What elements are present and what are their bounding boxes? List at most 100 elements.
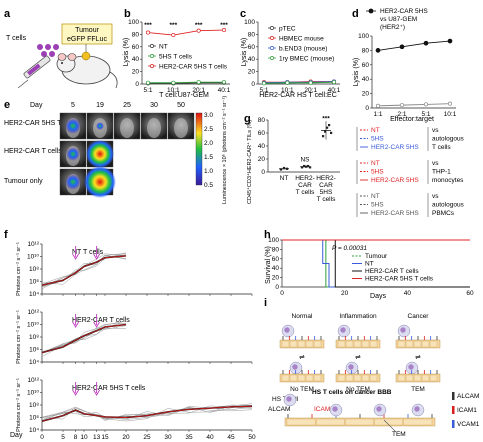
panel-h-ytick-label: 40 — [272, 265, 280, 272]
panel-f-xtick-label: 25 — [143, 434, 151, 441]
panel-h-legend-label: Tumour — [365, 253, 388, 260]
panel-f-mean-trace — [41, 405, 253, 422]
panel-b-legend-5hs: 5HS T cells — [159, 54, 193, 61]
panel-e-day: 50 — [177, 102, 185, 109]
d-point — [375, 103, 381, 108]
panel-f-xtick-label: 20 — [122, 434, 130, 441]
panel-g-point — [322, 135, 325, 138]
injection-arrow-head — [93, 253, 100, 260]
panel-b-letter: b — [124, 8, 131, 20]
panel-g-point — [326, 126, 329, 129]
panel-d-group-label: NT — [371, 160, 380, 167]
panel-d-group-label: 5HS — [371, 136, 384, 143]
panel-i-notem: No TEM — [290, 386, 314, 393]
panel-h-letter: h — [264, 229, 271, 241]
t-cell-nucleus — [400, 327, 406, 333]
panel-b-star: *** — [144, 22, 152, 29]
panel-d-legend-l2: vs U87-GEM — [380, 16, 417, 23]
panel-g-point — [324, 130, 327, 133]
endothelial-cell — [281, 374, 290, 382]
panel-h-pvalue: P = 0.00031 — [332, 245, 367, 252]
panel-d-group-label: HER2-CAR 5HS — [371, 177, 419, 184]
panel-f-row-label: HER2-CAR T cells — [72, 317, 130, 324]
panel-f-ytick-label: 10¹⁰ — [27, 254, 39, 261]
panel-a-letter: a — [4, 8, 11, 20]
b-series-line — [148, 81, 224, 84]
panel-f-individual-trace — [41, 404, 253, 420]
panel-f-individual-trace — [41, 320, 127, 353]
panel-g-ytick-label: 80 — [258, 117, 266, 124]
b-point — [221, 28, 227, 33]
panel-f-ytick-label: 10⁴ — [29, 359, 39, 366]
panel-f-ytick-label: 10⁸ — [29, 334, 39, 341]
panel-d-ylabel: Lysis (%) — [353, 58, 360, 87]
panel-a: a T cells Tumour eGFP FFLuc — [4, 8, 118, 89]
b-xtick-label: 40:1 — [218, 87, 231, 94]
d-ytick-label: 60 — [362, 62, 370, 69]
c-xtick-label: 10:1 — [281, 87, 294, 94]
colorbar-tick: 2.5 — [204, 126, 213, 133]
d-ytick-label: 100 — [358, 33, 369, 40]
t-cell-nucleus — [340, 327, 346, 333]
tumour-signal — [96, 122, 104, 130]
panel-i-arrow-sym: ⇌ — [299, 354, 305, 361]
panel-d-group-label: NT — [371, 127, 380, 134]
tumour-box — [61, 23, 113, 45]
panel-i-arrow-sym: ⇌ — [355, 354, 361, 361]
panel-f-ytick-label: 10⁸ — [29, 402, 39, 409]
panel-c-xlabel: HER2-CAR HS T cell:EC — [259, 92, 337, 99]
panel-f-individual-trace — [41, 320, 127, 354]
panel-e: e Day 5 19 25 30 50 HER2-CAR 5HS T cells HER… — [4, 96, 228, 204]
injection-arrow-head — [72, 389, 79, 396]
panel-h-xtick-label: 40 — [404, 290, 412, 297]
panel-h-legend-label: NT — [365, 261, 374, 268]
endothelial-cell — [403, 418, 433, 426]
panel-c-ylabel: Lysis (%) — [241, 38, 248, 67]
panel-g-stars: *** — [322, 116, 330, 123]
b-ytick-label: 80 — [132, 31, 140, 38]
b-ytick-label: 100 — [128, 19, 139, 26]
tumour-box-line2: eGFP FFLuc — [67, 36, 107, 43]
tcell-dots — [37, 44, 59, 57]
endothelial-cell — [281, 340, 290, 348]
endothelial-cell — [421, 340, 430, 348]
panel-d-legend-l3: (HER2⁺) — [380, 24, 405, 31]
panel-e-day: 5 — [71, 102, 75, 109]
c-ytick-label: 80 — [248, 31, 256, 38]
c-xtick-label: 20:1 — [304, 87, 317, 94]
endothelial-cell — [305, 374, 314, 382]
panel-b-legend-car: HER2-CAR 5HS T cells — [159, 64, 228, 71]
panel-i-col-title: Inflammation — [339, 313, 377, 320]
panel-d-group-vs: autologous — [432, 136, 465, 143]
panel-i-col-title: Cancer — [408, 313, 430, 320]
t-cell-nucleus — [286, 396, 292, 402]
panel-g-ytick-label: 40 — [258, 143, 266, 150]
colorbar-tick: 1.5 — [204, 154, 213, 161]
panel-f-ytick-label: 10⁴ — [29, 427, 39, 434]
panel-i-legend-label: VCAM1 — [457, 421, 480, 428]
panel-i-legend: ALCAM ICAM1 VCAM1 — [452, 392, 480, 428]
panel-g-letter: g — [244, 113, 251, 125]
panel-d-group-vs: vs — [432, 193, 439, 200]
t-cell-nucleus — [348, 364, 354, 370]
b-ytick-label: 40 — [132, 56, 140, 63]
panel-f-letter: f — [4, 229, 8, 241]
panel-h-ytick-label: 100 — [268, 237, 279, 244]
endothelial-cell — [289, 374, 298, 382]
tem-arrow — [383, 419, 397, 433]
panel-f-row-label: HER2-CAR 5HS T cells — [72, 385, 146, 392]
endothelial-cell — [397, 374, 406, 382]
panel-f-individual-trace — [41, 403, 253, 422]
panel-g-group-label: HER2-CAR T cells — [295, 175, 315, 196]
tumour-signal — [65, 118, 81, 134]
d-point — [423, 102, 429, 107]
panel-d-letter: d — [352, 8, 359, 20]
b-xtick-label: 10:1 — [167, 87, 180, 94]
panel-h-ytick-label: 0 — [275, 284, 279, 291]
endothelial-cell — [405, 340, 414, 348]
d-ytick-label: 20 — [362, 91, 370, 98]
